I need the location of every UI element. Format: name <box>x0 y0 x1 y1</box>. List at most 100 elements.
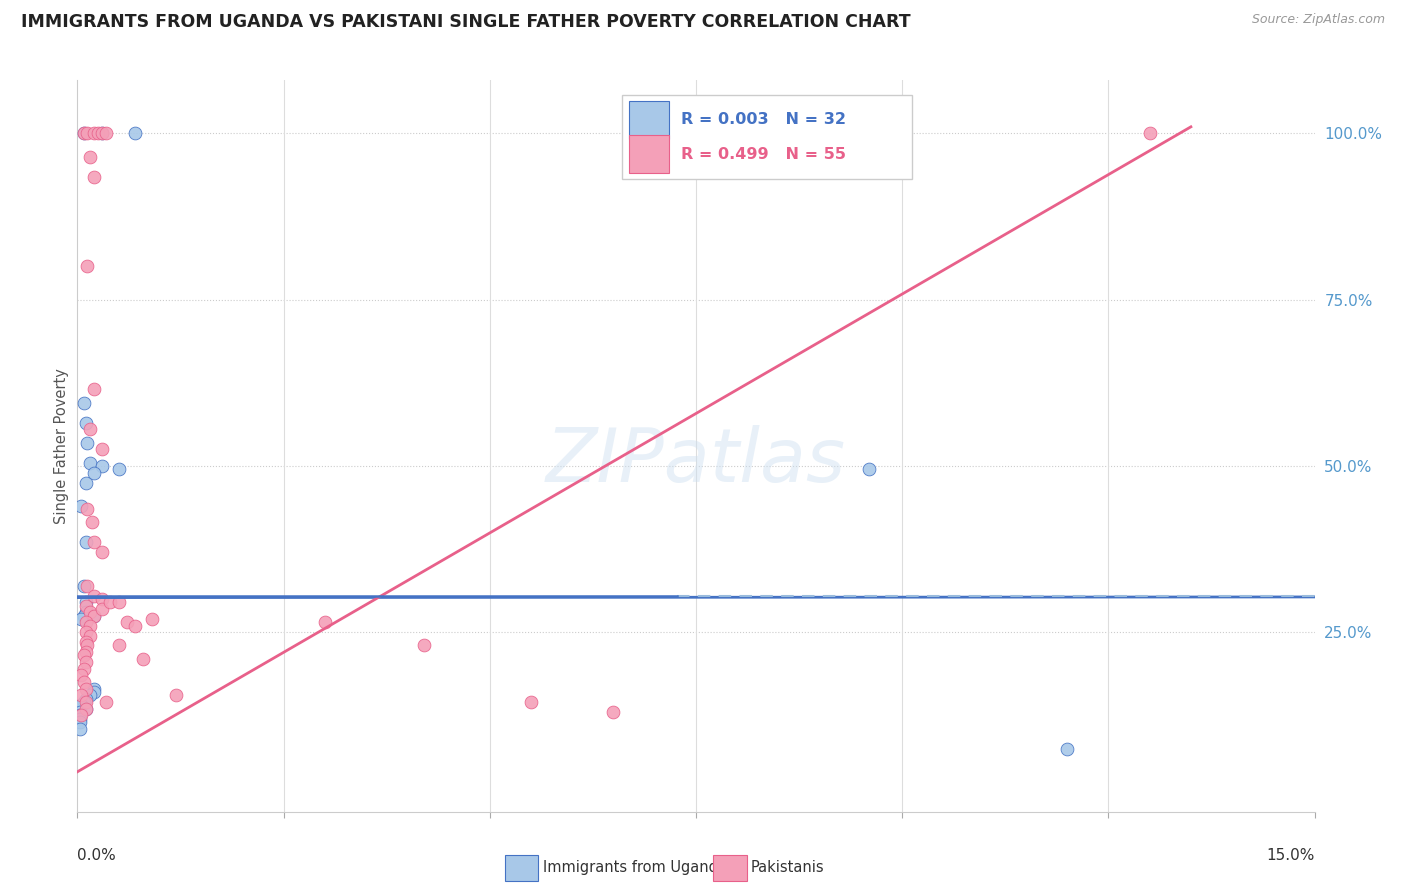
Point <box>73 608 96 623</box>
FancyBboxPatch shape <box>628 136 669 173</box>
Point <box>75 645 97 659</box>
Text: Source: ZipAtlas.com: Source: ZipAtlas.com <box>1251 13 1385 27</box>
Point <box>73 675 96 690</box>
Point <box>69 722 91 736</box>
Point <box>91 458 114 473</box>
Point <box>75 635 97 649</box>
Text: R = 0.499   N = 55: R = 0.499 N = 55 <box>681 146 846 161</box>
Point <box>83 169 105 184</box>
Point <box>75 615 97 630</box>
Point <box>79 628 101 642</box>
Point <box>76 579 98 593</box>
Point <box>83 685 105 699</box>
Point <box>73 695 96 709</box>
Point <box>132 652 155 666</box>
Point <box>70 689 93 703</box>
Point <box>69 708 91 723</box>
Point <box>91 591 114 606</box>
Point <box>75 475 97 490</box>
Point <box>124 127 146 141</box>
Point <box>76 502 98 516</box>
Point <box>75 701 97 715</box>
Point <box>83 383 105 397</box>
Text: Pakistanis: Pakistanis <box>751 861 824 875</box>
Point <box>165 689 187 703</box>
Point <box>602 705 624 719</box>
Point <box>75 655 97 669</box>
Point <box>76 639 98 653</box>
Point <box>115 615 138 630</box>
Point <box>69 705 91 719</box>
Point <box>79 150 101 164</box>
Point <box>70 612 93 626</box>
Point <box>79 618 101 632</box>
Point <box>91 442 114 457</box>
Point <box>412 639 434 653</box>
Point <box>73 127 96 141</box>
Point <box>79 689 101 703</box>
Text: 0.0%: 0.0% <box>77 848 117 863</box>
Point <box>75 625 97 640</box>
Text: IMMIGRANTS FROM UGANDA VS PAKISTANI SINGLE FATHER POVERTY CORRELATION CHART: IMMIGRANTS FROM UGANDA VS PAKISTANI SING… <box>21 13 911 31</box>
Point <box>70 708 93 723</box>
Point <box>79 605 101 619</box>
Point <box>75 691 97 706</box>
Point <box>75 535 97 549</box>
Point <box>83 535 105 549</box>
Point <box>96 127 118 141</box>
Point <box>75 605 97 619</box>
Point <box>141 612 163 626</box>
Point <box>107 595 129 609</box>
Point <box>73 127 96 141</box>
Point <box>75 681 97 696</box>
Text: Immigrants from Uganda: Immigrants from Uganda <box>543 861 727 875</box>
FancyBboxPatch shape <box>621 95 912 179</box>
Point <box>83 608 105 623</box>
Text: R = 0.003   N = 32: R = 0.003 N = 32 <box>681 112 846 128</box>
Point <box>1139 127 1161 141</box>
Point <box>520 695 543 709</box>
Point <box>91 602 114 616</box>
Point <box>75 599 97 613</box>
FancyBboxPatch shape <box>628 101 669 139</box>
Point <box>314 615 336 630</box>
Point <box>73 396 96 410</box>
Point <box>76 127 98 141</box>
Point <box>69 712 91 726</box>
Point <box>70 499 93 513</box>
Point <box>75 701 97 715</box>
Text: ZIPatlas: ZIPatlas <box>546 425 846 497</box>
Point <box>73 662 96 676</box>
Point <box>70 698 93 713</box>
Point <box>83 466 105 480</box>
Point <box>1056 741 1078 756</box>
Point <box>69 714 91 729</box>
Point <box>73 579 96 593</box>
Point <box>79 456 101 470</box>
Point <box>83 608 105 623</box>
Point <box>75 695 97 709</box>
Point <box>76 435 98 450</box>
Point <box>98 595 121 609</box>
Point <box>107 639 129 653</box>
Text: 15.0%: 15.0% <box>1267 848 1315 863</box>
Y-axis label: Single Father Poverty: Single Father Poverty <box>53 368 69 524</box>
Point <box>76 260 98 274</box>
Point <box>75 595 97 609</box>
Point <box>91 127 114 141</box>
Point <box>107 462 129 476</box>
Point <box>124 618 146 632</box>
Point <box>83 589 105 603</box>
Point <box>73 648 96 663</box>
Point <box>82 516 104 530</box>
Point <box>75 416 97 430</box>
Point <box>70 668 93 682</box>
Point <box>87 127 110 141</box>
Point <box>83 681 105 696</box>
Point <box>91 127 114 141</box>
Point <box>79 422 101 436</box>
Point <box>83 127 105 141</box>
Point <box>96 695 118 709</box>
Point <box>858 462 880 476</box>
Point <box>91 545 114 559</box>
